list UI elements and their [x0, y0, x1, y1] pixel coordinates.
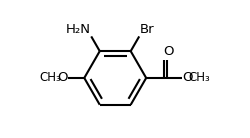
- Text: CH₃: CH₃: [188, 71, 210, 84]
- Text: O: O: [57, 71, 68, 84]
- Text: Br: Br: [140, 23, 154, 36]
- Text: H₂N: H₂N: [66, 23, 90, 36]
- Text: O: O: [163, 45, 173, 58]
- Text: O: O: [182, 71, 193, 84]
- Text: CH₃: CH₃: [40, 71, 61, 84]
